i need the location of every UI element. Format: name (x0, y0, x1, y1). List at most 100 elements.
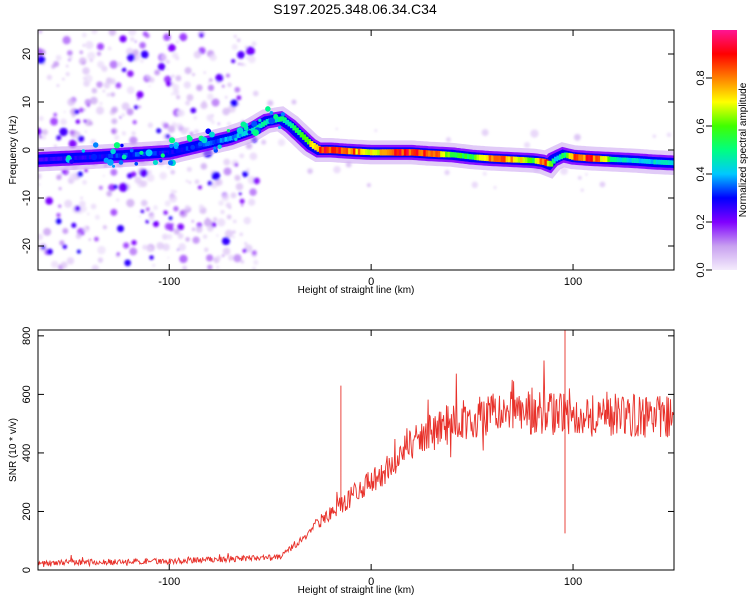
noise-blob (56, 174, 62, 181)
ridge-speckle (234, 137, 238, 142)
ridge-core (348, 148, 353, 155)
noise-blob (38, 173, 42, 180)
noise-blob (62, 36, 71, 45)
ridge-core (54, 156, 59, 161)
ridge-core (493, 155, 498, 162)
y-tick-label: -10 (21, 190, 33, 206)
noise-blob (170, 189, 175, 194)
noise-blob (177, 223, 185, 231)
ridge-core (420, 149, 425, 157)
ridge-core (84, 155, 89, 160)
noise-blob (209, 53, 217, 62)
noise-blob (238, 62, 241, 65)
ridge-core (529, 157, 534, 164)
ridge-core (418, 149, 423, 157)
ridge-speckle (118, 160, 124, 165)
noise-blob (109, 78, 116, 85)
ridge-speckle (226, 129, 231, 133)
ridge-speckle (273, 114, 279, 120)
noise-blob (202, 234, 208, 239)
ridge-core (81, 155, 86, 160)
ridge-core (331, 146, 336, 154)
noise-blob (38, 127, 42, 136)
ridge-core (323, 146, 328, 154)
ridge-core (408, 149, 413, 156)
noise-blob (131, 131, 136, 136)
ridge-core (127, 152, 132, 157)
ridge-core (311, 143, 316, 149)
noise-blob (91, 264, 99, 270)
ridge-core (614, 157, 619, 163)
noise-blob (152, 263, 156, 267)
ridge-speckle (265, 106, 271, 112)
ridge-speckle (173, 144, 179, 149)
ridge-core (587, 154, 592, 162)
noise-blob (234, 174, 241, 181)
noise-blob (217, 218, 226, 227)
ridge-core (575, 154, 580, 161)
noise-blob (224, 96, 228, 99)
ridge-core (309, 141, 314, 148)
noise-blob (176, 122, 183, 130)
noise-blob (179, 33, 188, 42)
noise-blob (228, 257, 233, 261)
ridge-speckle (283, 117, 287, 121)
ridge-core (563, 152, 568, 158)
ridge-core (294, 127, 299, 133)
ridge-core (541, 158, 546, 165)
noise-blob (165, 134, 170, 139)
noise-blob (88, 238, 92, 241)
noise-blob (129, 247, 138, 256)
ridge-core (379, 149, 384, 156)
ridge-core (549, 161, 554, 167)
noise-blob (91, 30, 98, 35)
ridge-speckle (278, 125, 282, 130)
snr-frame (37, 329, 675, 571)
noise-blob (194, 179, 200, 185)
noise-blob (192, 236, 200, 244)
ridge-core (532, 157, 537, 164)
ridge-core (210, 140, 215, 145)
noise-blob (74, 205, 81, 212)
ridge-core (229, 135, 234, 141)
noise-blob (147, 122, 154, 128)
ridge-core (483, 155, 488, 161)
noise-blob (172, 84, 180, 91)
ridge-core (413, 149, 418, 156)
ridge-core (280, 116, 285, 122)
noise-blob (182, 265, 188, 270)
ridge-core (597, 155, 602, 163)
x-tick-label: 100 (564, 276, 582, 288)
noise-blob (252, 90, 259, 97)
noise-blob (206, 254, 214, 262)
noise-blob (232, 219, 237, 224)
noise-blob (75, 233, 82, 240)
ridge-core (561, 152, 566, 159)
colorbar-ticks: 0.0 0.2 0.4 0.6 0.8 (695, 70, 712, 278)
noise-blob (84, 98, 92, 106)
noise-blob (493, 186, 497, 190)
ridge-core (386, 149, 391, 156)
noise-blob (173, 89, 180, 96)
ridge-core (105, 154, 110, 159)
noise-blob (291, 99, 297, 105)
noise-blob (94, 236, 99, 242)
noise-blob (239, 153, 245, 159)
ridge-core (626, 157, 631, 163)
y-tick-label: 0 (21, 147, 33, 153)
noise-blob (207, 81, 210, 84)
ridge-speckle (236, 127, 244, 135)
noise-blob (68, 139, 77, 148)
noise-blob (127, 70, 134, 78)
noise-blob (119, 116, 122, 119)
noise-blob (95, 106, 105, 115)
ridge-speckle (186, 134, 191, 139)
noise-blob (50, 117, 58, 126)
ridge-core (343, 147, 348, 155)
noise-blob (119, 35, 127, 43)
ridge-speckle (129, 148, 134, 153)
ridge-core (476, 154, 481, 161)
noise-blob (225, 202, 232, 208)
noise-blob (248, 198, 256, 206)
noise-blob (233, 34, 237, 38)
